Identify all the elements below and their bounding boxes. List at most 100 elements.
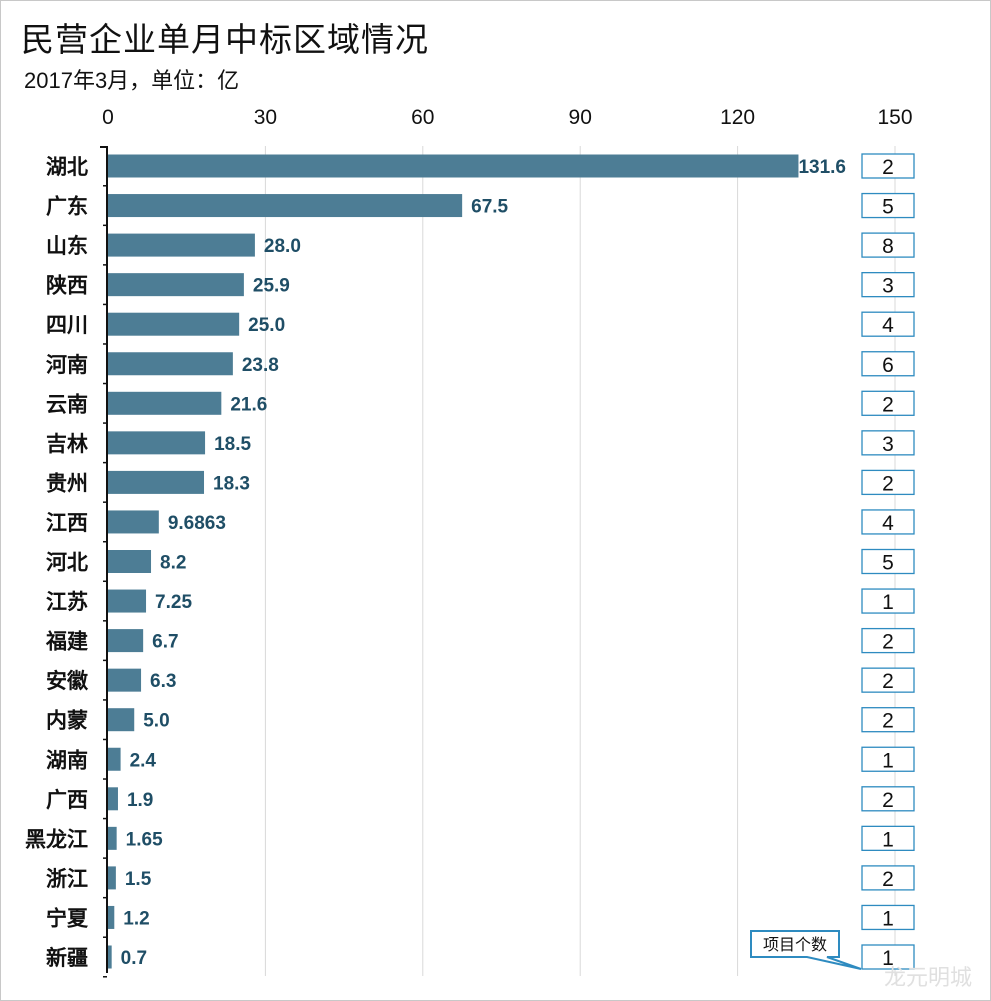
- x-tick-label: 90: [569, 106, 592, 129]
- category-label: 湖北: [46, 156, 88, 179]
- bar: [108, 154, 799, 178]
- category-label: 云南: [46, 392, 88, 416]
- value-label: 1.65: [126, 829, 163, 850]
- bar: [108, 312, 240, 336]
- value-label: 25.0: [248, 315, 285, 336]
- callout-box: [750, 930, 862, 970]
- value-label: 6.7: [152, 632, 178, 653]
- bar: [108, 273, 244, 297]
- count-box: [861, 944, 915, 970]
- category-label: 安徽: [46, 669, 89, 693]
- count-box: [861, 667, 915, 693]
- value-label: 23.8: [242, 355, 279, 376]
- bar: [108, 747, 121, 771]
- category-label: 黑龙江: [25, 827, 88, 851]
- value-label: 18.5: [214, 434, 251, 455]
- value-label: 7.25: [155, 592, 192, 613]
- x-tick-label: 30: [254, 106, 277, 129]
- count-box: [861, 153, 915, 179]
- bar: [108, 629, 144, 653]
- bar: [108, 668, 142, 692]
- value-label: 21.6: [230, 394, 267, 415]
- bar: [108, 589, 147, 613]
- count-label: 1: [882, 591, 894, 614]
- count-label: 1: [882, 749, 894, 772]
- value-label: 1.2: [123, 908, 149, 929]
- count-box: [861, 746, 915, 772]
- category-label: 河北: [46, 552, 88, 575]
- bar: [108, 431, 206, 455]
- category-label: 内蒙: [46, 709, 88, 733]
- count-box: [861, 548, 915, 575]
- category-label: 河南: [46, 353, 88, 377]
- category-label: 新疆: [46, 946, 88, 970]
- count-box: [861, 430, 915, 456]
- count-box: [861, 232, 915, 258]
- count-label: 5: [882, 196, 894, 219]
- bar: [108, 391, 222, 415]
- value-label: 1.5: [125, 869, 152, 890]
- category-label: 四川: [46, 314, 88, 337]
- x-tick-label: 150: [877, 106, 912, 129]
- count-label: 2: [882, 472, 894, 495]
- x-tick-label: 0: [102, 106, 114, 129]
- bar: [108, 945, 112, 969]
- value-label: 25.9: [253, 276, 290, 297]
- value-label: 0.7: [121, 948, 147, 969]
- count-box: [861, 904, 915, 931]
- value-label: 5.0: [143, 711, 169, 732]
- chart-title: 民营企业单月中标区域情况: [21, 21, 429, 58]
- value-label: 18.3: [213, 473, 250, 494]
- bar: [108, 866, 116, 890]
- count-label: 3: [882, 433, 894, 456]
- value-label: 9.6863: [168, 513, 226, 534]
- count-label: 8: [882, 235, 894, 258]
- bar: [108, 826, 117, 850]
- category-label: 山东: [46, 234, 88, 258]
- bar: [108, 787, 118, 811]
- category-label: 江西: [46, 512, 88, 535]
- category-label: 福建: [45, 630, 88, 654]
- category-label: 陕西: [46, 275, 88, 298]
- count-box: [861, 825, 915, 851]
- count-box: [861, 509, 915, 535]
- value-label: 6.3: [150, 671, 176, 692]
- count-box: [861, 469, 915, 496]
- count-box: [861, 707, 915, 733]
- count-box: [861, 627, 915, 654]
- value-label: 131.6: [798, 157, 846, 178]
- count-box: [861, 311, 915, 337]
- bar: [108, 233, 255, 257]
- category-label: 贵州: [46, 472, 88, 495]
- callout-label: 项目个数: [763, 936, 827, 954]
- count-label: 6: [882, 354, 894, 377]
- bar: [108, 708, 135, 732]
- count-label: 2: [882, 789, 894, 812]
- count-label: 2: [882, 393, 894, 416]
- count-box: [861, 192, 915, 219]
- bar: [108, 194, 463, 218]
- count-box: [861, 588, 915, 614]
- count-label: 2: [882, 156, 894, 179]
- category-label: 江苏: [46, 591, 88, 614]
- value-label: 67.5: [471, 197, 508, 218]
- category-label: 广西: [46, 788, 88, 812]
- category-label: 广东: [46, 195, 88, 219]
- count-label: 2: [882, 670, 894, 693]
- count-label: 2: [882, 710, 894, 733]
- count-box: [861, 786, 915, 812]
- value-label: 1.9: [127, 790, 153, 811]
- value-label: 8.2: [160, 553, 186, 574]
- count-label: 3: [882, 275, 894, 298]
- count-label: 2: [882, 868, 894, 891]
- count-box: [861, 390, 915, 416]
- bar: [108, 352, 233, 376]
- bar: [108, 470, 205, 494]
- value-label: 28.0: [264, 236, 301, 257]
- count-label: 4: [882, 314, 894, 337]
- category-label: 吉林: [46, 432, 88, 456]
- value-label: 2.4: [130, 750, 157, 771]
- bar: [108, 550, 152, 573]
